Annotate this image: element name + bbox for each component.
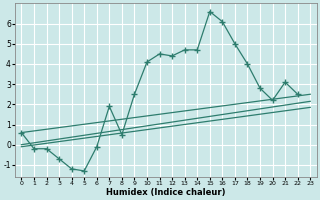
X-axis label: Humidex (Indice chaleur): Humidex (Indice chaleur) [106,188,226,197]
